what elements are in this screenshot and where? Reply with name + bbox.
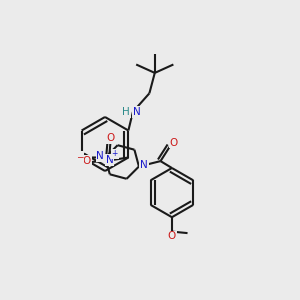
Text: O: O [106, 133, 115, 143]
Text: +: + [112, 149, 118, 158]
Text: N: N [96, 151, 104, 161]
Text: H: H [122, 107, 130, 117]
Text: N: N [106, 155, 113, 165]
Text: O: O [169, 137, 178, 148]
Text: N: N [140, 160, 148, 170]
Text: O: O [168, 231, 176, 242]
Text: −: − [76, 152, 84, 161]
Text: O: O [82, 156, 91, 166]
Text: N: N [133, 107, 140, 117]
